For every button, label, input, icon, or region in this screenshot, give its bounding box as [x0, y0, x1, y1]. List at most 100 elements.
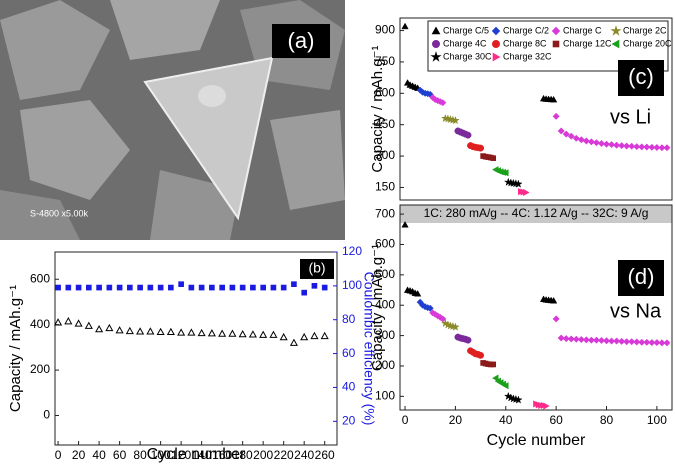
data-point: [402, 23, 408, 29]
data-point: [168, 329, 174, 335]
data-point: [179, 282, 184, 287]
x-tick-label: 100: [647, 413, 667, 427]
legend-label: Charge C/5: [443, 25, 489, 35]
y-tick-label: 150: [375, 180, 395, 194]
data-point: [55, 319, 61, 325]
legend-label: Charge 4C: [443, 38, 487, 48]
plot-frame: [55, 252, 337, 445]
data-point: [65, 318, 71, 324]
data-point: [157, 329, 163, 335]
y2-tick-label: 120: [342, 244, 362, 258]
data-point: [158, 285, 163, 290]
data-point: [477, 145, 483, 151]
data-point: [240, 285, 245, 290]
x-tick-label: 240: [294, 448, 314, 462]
data-point: [664, 145, 670, 151]
y-tick-label: 400: [30, 317, 50, 331]
data-point: [189, 285, 194, 290]
y2-tick-label: 20: [342, 413, 356, 427]
panel-label: (b): [308, 260, 325, 276]
sem-caption: S-4800 x5.00k: [30, 208, 89, 218]
data-point: [198, 330, 204, 336]
data-point: [260, 332, 266, 338]
data-point: [86, 285, 91, 290]
data-point: [117, 285, 122, 290]
x-tick-label: 60: [113, 448, 127, 462]
legend-label: Charge 20C: [623, 38, 672, 48]
data-point: [291, 340, 297, 346]
data-point: [477, 352, 483, 358]
data-point: [302, 290, 307, 295]
legend-label: Charge 2C: [623, 25, 667, 35]
data-point: [558, 128, 564, 134]
data-point: [281, 285, 286, 290]
legend-marker: [493, 41, 500, 48]
legend-label: Charge 12C: [563, 38, 612, 48]
data-point: [523, 189, 529, 195]
annotation: vs Li: [610, 106, 651, 128]
panel-label: (a): [288, 28, 315, 53]
data-point: [465, 132, 471, 138]
y-axis-label: Capacity / mAh.g⁻¹: [7, 285, 24, 412]
y-axis-label: Capacity / mAh.g⁻¹: [369, 244, 386, 371]
y-tick-label: 700: [375, 206, 395, 220]
data-point: [578, 137, 584, 143]
x-tick-label: 20: [449, 413, 463, 427]
x-tick-label: 60: [549, 413, 563, 427]
data-point: [97, 285, 102, 290]
data-point: [491, 156, 496, 161]
data-point: [322, 285, 327, 290]
data-point: [291, 282, 296, 287]
data-point: [261, 285, 266, 290]
legend-marker: [433, 41, 440, 48]
x-tick-label: 200: [253, 448, 273, 462]
legend-label: Charge C/2: [503, 25, 549, 35]
data-point: [588, 139, 594, 145]
data-point: [127, 328, 133, 334]
data-point: [116, 327, 122, 333]
data-point: [137, 328, 143, 334]
x-tick-label: 80: [600, 413, 614, 427]
y-axis-label: Capacity / mAh.g⁻¹: [369, 45, 386, 172]
data-point: [76, 285, 81, 290]
data-point: [250, 331, 256, 337]
data-point: [178, 329, 184, 335]
data-point: [593, 139, 599, 145]
data-point: [209, 285, 214, 290]
y-tick-label: 600: [30, 271, 50, 285]
y-tick-label: 200: [30, 362, 50, 376]
data-point: [220, 285, 225, 290]
data-point: [301, 334, 307, 340]
data-point: [148, 285, 153, 290]
annotation: vs Na: [610, 300, 662, 322]
figure: (a) S-4800 x5.00k 1C: 280 mA/g -- 4C: 1.…: [0, 0, 675, 463]
data-point: [553, 316, 559, 322]
data-point: [312, 283, 317, 288]
y-tick-label: 0: [43, 408, 50, 422]
legend-label: Charge 8C: [503, 38, 547, 48]
x-axis-label: Cycle number: [147, 446, 246, 463]
x-tick-label: 220: [274, 448, 294, 462]
data-point: [544, 403, 550, 409]
sem-image: (a) S-4800 x5.00k: [0, 0, 345, 240]
y2-tick-label: 100: [342, 278, 362, 292]
x-tick-label: 0: [402, 413, 409, 427]
y2-tick-label: 80: [342, 312, 356, 326]
panel-label: (d): [628, 264, 655, 289]
data-point: [96, 326, 102, 332]
data-point: [138, 285, 143, 290]
x-tick-label: 40: [92, 448, 106, 462]
data-point: [230, 285, 235, 290]
data-point: [239, 331, 245, 337]
legend-marker: [553, 41, 559, 47]
data-point: [106, 325, 112, 331]
data-point: [75, 320, 81, 326]
data-point: [321, 333, 327, 339]
data-point: [491, 362, 496, 367]
data-point: [271, 285, 276, 290]
y-tick-label: 100: [375, 389, 395, 403]
data-point: [311, 333, 317, 339]
x-tick-label: 20: [72, 448, 86, 462]
note: 1C: 280 mA/g -- 4C: 1.12 A/g -- 32C: 9 A…: [424, 206, 649, 220]
y2-tick-label: 40: [342, 380, 356, 394]
